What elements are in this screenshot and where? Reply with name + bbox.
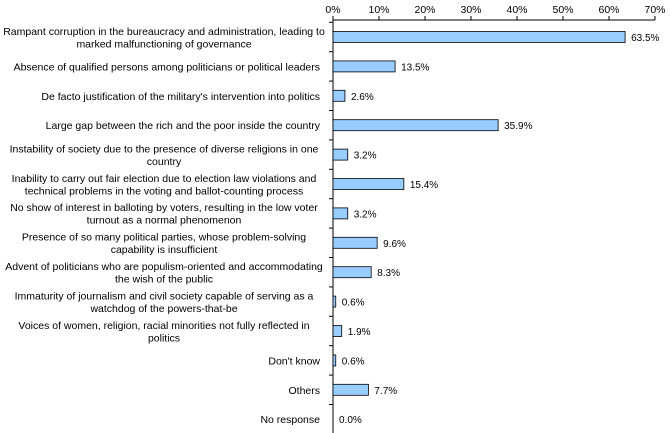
category-label-line: Absence of qualified persons among polit… <box>14 61 320 73</box>
category-label-line: marked malfunctioning of governance <box>76 38 251 50</box>
category-label-line: country <box>147 156 182 168</box>
bar-value-label: 35.9% <box>504 121 532 132</box>
category-label: Rampant corruption in the bureaucracy an… <box>3 26 325 51</box>
category-label-line: technical problems in the voting and bal… <box>25 185 303 197</box>
category-label: Absence of qualified persons among polit… <box>14 61 320 73</box>
bar <box>332 31 626 43</box>
bar-value-label: 0.6% <box>342 298 365 309</box>
category-label-line: Others <box>288 385 320 397</box>
bar <box>332 60 396 73</box>
category-label: Don't know <box>268 355 320 367</box>
category-label-line: No show of interest in balloting by vote… <box>10 202 318 214</box>
category-label-line: Immaturity of journalism and civil socie… <box>15 290 314 302</box>
bar-layer <box>332 31 626 396</box>
bar-value-label: 15.4% <box>410 180 438 191</box>
bar-value-label: 0.6% <box>342 356 365 367</box>
category-label-line: politics <box>148 332 180 344</box>
bar-value-label: 7.7% <box>374 386 397 397</box>
category-label-line: Presence of so many political parties, w… <box>22 232 306 244</box>
bar-value-label: 13.5% <box>401 62 429 73</box>
bar-value-label: 63.5% <box>631 33 659 44</box>
category-label-line: Voices of women, religion, racial minori… <box>18 320 309 332</box>
category-label: Immaturity of journalism and civil socie… <box>15 290 314 315</box>
category-label: Inability to carry out fair election due… <box>12 173 317 198</box>
bar-value-label: 8.3% <box>377 268 400 279</box>
axis-layer: 0% 10% 20% 30% 40% 50% 60% 70% <box>325 4 666 433</box>
bar-value-label: 0.0% <box>339 415 362 426</box>
category-label-line: Don't know <box>268 355 320 367</box>
category-label-line: the wish of the public <box>115 273 213 285</box>
bar <box>332 178 405 190</box>
category-label: Others <box>288 385 320 397</box>
bar-value-label: 2.6% <box>351 92 374 103</box>
category-label: Presence of so many political parties, w… <box>22 232 306 256</box>
bar-value-label: 1.9% <box>348 327 371 338</box>
category-label-line: capability is insufficient <box>111 244 218 256</box>
bar <box>332 354 337 367</box>
category-label-line: No response <box>260 414 320 426</box>
category-label-line: Rampant corruption in the bureaucracy an… <box>3 26 325 38</box>
bar <box>332 207 349 220</box>
bar <box>332 266 372 279</box>
x-tick-label: 20% <box>414 4 435 16</box>
category-label: No show of interest in balloting by vote… <box>10 202 318 227</box>
bar-value-label: 3.2% <box>354 209 377 220</box>
category-label: Voices of women, religion, racial minori… <box>18 320 309 345</box>
category-label-line: Large gap between the rich and the poor … <box>46 120 321 132</box>
bar <box>332 148 349 161</box>
bar <box>332 89 346 102</box>
category-label-layer: Rampant corruption in the bureaucracy an… <box>3 26 325 426</box>
category-label-line: Inability to carry out fair election due… <box>12 173 317 185</box>
bar-value-label: 3.2% <box>354 151 377 162</box>
bar <box>332 325 343 337</box>
category-label: Advent of politicians who are populism-o… <box>5 261 323 286</box>
category-label-line: Instability of society due to the presen… <box>10 143 319 155</box>
value-label-layer: 63.5% 13.5% 2.6% 35.9% 3.2% 15.4% 3.2% 9.6% 8.3%… <box>339 33 660 426</box>
bar <box>332 295 337 308</box>
category-label: Instability of society due to the presen… <box>10 143 319 168</box>
x-tick-label: 0% <box>325 4 340 16</box>
x-tick-label: 40% <box>506 4 527 16</box>
category-label: No response <box>260 414 320 426</box>
x-tick-label: 50% <box>552 4 573 16</box>
category-label-line: De facto justification of the military's… <box>41 91 320 103</box>
category-label: Large gap between the rich and the poor … <box>46 120 321 132</box>
x-tick-label: 30% <box>460 4 481 16</box>
category-label: De facto justification of the military's… <box>41 91 320 103</box>
category-label-line: turnout as a normal phenomenon <box>87 215 242 227</box>
category-label-line: watchdog of the powers-that-be <box>89 303 237 315</box>
bar <box>332 383 369 396</box>
bar-value-label: 9.6% <box>383 239 406 250</box>
bar <box>332 119 499 132</box>
category-label-line: Advent of politicians who are populism-o… <box>5 261 323 273</box>
x-tick-label: 60% <box>598 4 619 16</box>
x-tick-label: 10% <box>368 4 389 16</box>
x-tick-label: 70% <box>644 4 665 16</box>
bar <box>332 236 378 249</box>
